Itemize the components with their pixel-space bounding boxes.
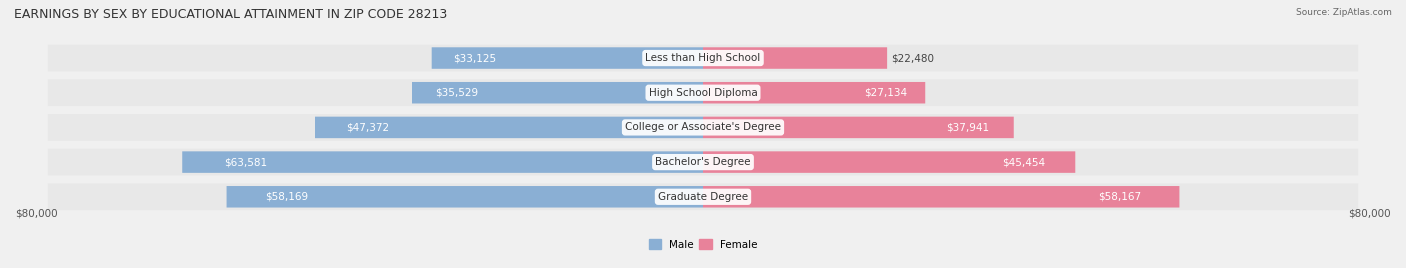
FancyBboxPatch shape [226, 186, 703, 207]
Text: $58,167: $58,167 [1098, 192, 1142, 202]
FancyBboxPatch shape [48, 79, 1358, 106]
Text: Source: ZipAtlas.com: Source: ZipAtlas.com [1296, 8, 1392, 17]
FancyBboxPatch shape [703, 47, 887, 69]
Text: $35,529: $35,529 [436, 88, 478, 98]
Text: EARNINGS BY SEX BY EDUCATIONAL ATTAINMENT IN ZIP CODE 28213: EARNINGS BY SEX BY EDUCATIONAL ATTAINMEN… [14, 8, 447, 21]
Legend: Male, Female: Male, Female [648, 239, 758, 250]
Text: $33,125: $33,125 [453, 53, 496, 63]
Text: $22,480: $22,480 [891, 53, 934, 63]
FancyBboxPatch shape [703, 117, 1014, 138]
Text: Less than High School: Less than High School [645, 53, 761, 63]
Text: $58,169: $58,169 [264, 192, 308, 202]
FancyBboxPatch shape [703, 82, 925, 103]
FancyBboxPatch shape [412, 82, 703, 103]
Text: College or Associate's Degree: College or Associate's Degree [626, 122, 780, 132]
FancyBboxPatch shape [183, 151, 703, 173]
FancyBboxPatch shape [48, 149, 1358, 176]
Text: $80,000: $80,000 [1348, 208, 1391, 218]
Text: High School Diploma: High School Diploma [648, 88, 758, 98]
FancyBboxPatch shape [48, 183, 1358, 210]
FancyBboxPatch shape [48, 114, 1358, 141]
FancyBboxPatch shape [432, 47, 703, 69]
FancyBboxPatch shape [703, 151, 1076, 173]
Text: Bachelor's Degree: Bachelor's Degree [655, 157, 751, 167]
Text: $45,454: $45,454 [1002, 157, 1046, 167]
Text: Graduate Degree: Graduate Degree [658, 192, 748, 202]
Text: $80,000: $80,000 [15, 208, 58, 218]
FancyBboxPatch shape [48, 45, 1358, 71]
FancyBboxPatch shape [703, 186, 1180, 207]
Text: $27,134: $27,134 [865, 88, 907, 98]
Text: $63,581: $63,581 [224, 157, 267, 167]
FancyBboxPatch shape [315, 117, 703, 138]
Text: $47,372: $47,372 [346, 122, 389, 132]
Text: $37,941: $37,941 [946, 122, 988, 132]
